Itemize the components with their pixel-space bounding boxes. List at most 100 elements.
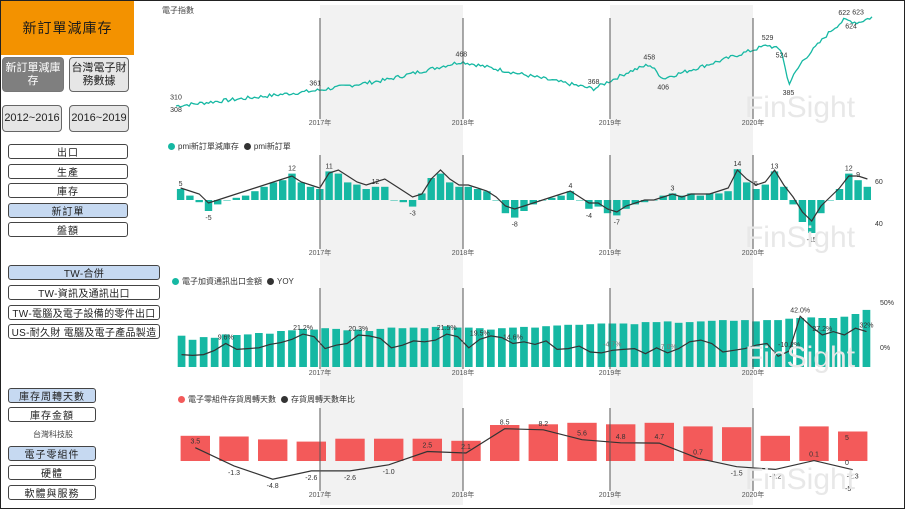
- axis-right-label: -5: [845, 486, 851, 493]
- bar-5: [223, 200, 231, 201]
- bar-10: [269, 182, 278, 200]
- turnover-data-label: 4.7: [654, 434, 664, 441]
- period-2012-2016-button[interactable]: 2012~2016: [2, 105, 62, 132]
- year-tick-label: 2020年: [742, 368, 765, 377]
- axis-right-label: 0: [845, 460, 849, 467]
- pmi-data-label: 3: [671, 185, 675, 192]
- bar-12: [644, 422, 674, 461]
- nav-inventory[interactable]: 庫存: [8, 183, 128, 198]
- bar-13: [683, 426, 713, 461]
- year-tick-label: 2018年: [452, 118, 475, 127]
- yoy-data-label: -4.7%: [603, 341, 621, 348]
- pmi-data-label: -3: [410, 211, 416, 218]
- bar-1: [188, 339, 197, 367]
- tab-taiwan-financials[interactable]: 台灣電子財務數據: [69, 57, 129, 92]
- legend-dot-teal: [168, 143, 175, 150]
- bar-17: [838, 431, 868, 461]
- chart-electronic-index: 310 308 361 468 368 458 406 529 524 385 622 623 624: [170, 10, 873, 114]
- turnover-data-label: -2.2: [769, 473, 781, 480]
- yoy-data-label: 21.2%: [293, 325, 313, 332]
- bar-22: [420, 328, 429, 367]
- yoy-data-label: -10.2%: [778, 342, 800, 349]
- turnover-data-label: -1.3: [228, 470, 240, 477]
- bar-40: [548, 197, 556, 200]
- nav-tw-ict-export[interactable]: TW-資訊及通訊出口: [8, 285, 160, 300]
- turnover-data-label: 2.1: [461, 444, 471, 451]
- year-tick-label: 2020年: [742, 118, 765, 127]
- bar-0: [180, 435, 210, 461]
- bar-60: [840, 316, 849, 367]
- bar-57: [705, 193, 714, 200]
- index-data-label: 622: [838, 10, 850, 17]
- pmi-data-label: 12: [372, 179, 380, 186]
- bar-11: [279, 180, 287, 200]
- bar-46: [603, 200, 612, 214]
- bar-26: [418, 193, 426, 200]
- bar-42: [566, 191, 575, 200]
- finsight-watermark: FinSight: [745, 463, 856, 496]
- bar-21: [371, 186, 380, 200]
- bar-1: [186, 195, 194, 200]
- bar-60: [733, 169, 742, 200]
- bar-7: [451, 440, 481, 461]
- index-data-label: 368: [588, 79, 600, 86]
- bar-1: [219, 436, 249, 461]
- electronic-index-line: [175, 16, 873, 108]
- turnover-data-label: -2.6: [344, 475, 356, 482]
- bar-20: [398, 328, 407, 367]
- finsight-watermark: FinSight: [745, 221, 856, 254]
- yoy-data-label: 20.3%: [348, 326, 368, 333]
- nav-tw-combined[interactable]: TW-合併: [8, 265, 160, 280]
- nav-hardware[interactable]: 硬體: [8, 465, 96, 480]
- bar-53: [668, 193, 677, 200]
- nav-sales[interactable]: 盤額: [8, 222, 128, 237]
- bar-62: [862, 309, 871, 367]
- bar-59: [829, 318, 838, 367]
- chart-export-value: 21.2% 9.6% 20.3% 21.5% 19.5% 14.6% -4.7% -7.0% 4…: [177, 300, 894, 367]
- bar-34: [492, 200, 500, 201]
- nav-software-services[interactable]: 軟體與服務: [8, 485, 96, 500]
- bar-56: [796, 318, 804, 367]
- bar-0: [177, 335, 186, 367]
- legend-dot-dark: [243, 143, 251, 150]
- bar-31: [464, 186, 472, 200]
- chart3-legend: 電子加資通訊出口金額 YOY: [172, 276, 294, 287]
- bar-27: [427, 178, 435, 200]
- bar-16: [354, 329, 363, 367]
- bar-37: [586, 324, 595, 367]
- pmi-data-label: -15: [807, 237, 817, 244]
- turnover-data-label: 3.5: [190, 439, 200, 446]
- nav-us-durable-goods[interactable]: US-耐久財 電腦及電子產品製造: [8, 324, 160, 339]
- bar-62: [752, 189, 760, 200]
- nav-production[interactable]: 生產: [8, 164, 128, 179]
- pmi-data-label: 12: [288, 166, 296, 173]
- bar-19: [353, 184, 361, 200]
- turnover-data-label: -4.8: [267, 483, 279, 490]
- tab-new-orders-minus-inventory[interactable]: 新訂單減庫存: [2, 57, 64, 92]
- turnover-data-label: 0.7: [693, 449, 703, 456]
- legend-label-turnover-yoy: 存貨周轉天數年比: [291, 395, 355, 404]
- nav-export[interactable]: 出口: [8, 144, 128, 159]
- pmi-data-label: 4: [568, 183, 572, 190]
- nav-tw-electronic-parts-export[interactable]: TW-電腦及電子設備的零件出口: [8, 305, 160, 320]
- nav-inventory-turnover-days[interactable]: 庫存周轉天數: [8, 388, 96, 403]
- bar-43: [576, 200, 584, 201]
- bar-47: [613, 200, 621, 216]
- nav-electronic-components[interactable]: 電子零組件: [8, 446, 96, 461]
- nav-new-orders[interactable]: 新訂單: [8, 203, 128, 218]
- bar-38: [529, 200, 537, 205]
- bar-7: [255, 333, 263, 367]
- index-data-label: 406: [657, 85, 669, 92]
- bar-8: [251, 191, 259, 200]
- period-2016-2019-button[interactable]: 2016~2019: [69, 105, 129, 132]
- legend-label-pmi-orders: pmi新訂單: [253, 142, 291, 151]
- bar-6: [243, 334, 252, 367]
- nav-inventory-value[interactable]: 庫存金額: [8, 407, 96, 422]
- bar-33: [542, 326, 550, 367]
- year-band-2017: [320, 5, 463, 505]
- bar-24: [399, 200, 407, 203]
- index-data-label: 524: [776, 52, 788, 59]
- legend-dot-teal: [172, 278, 179, 285]
